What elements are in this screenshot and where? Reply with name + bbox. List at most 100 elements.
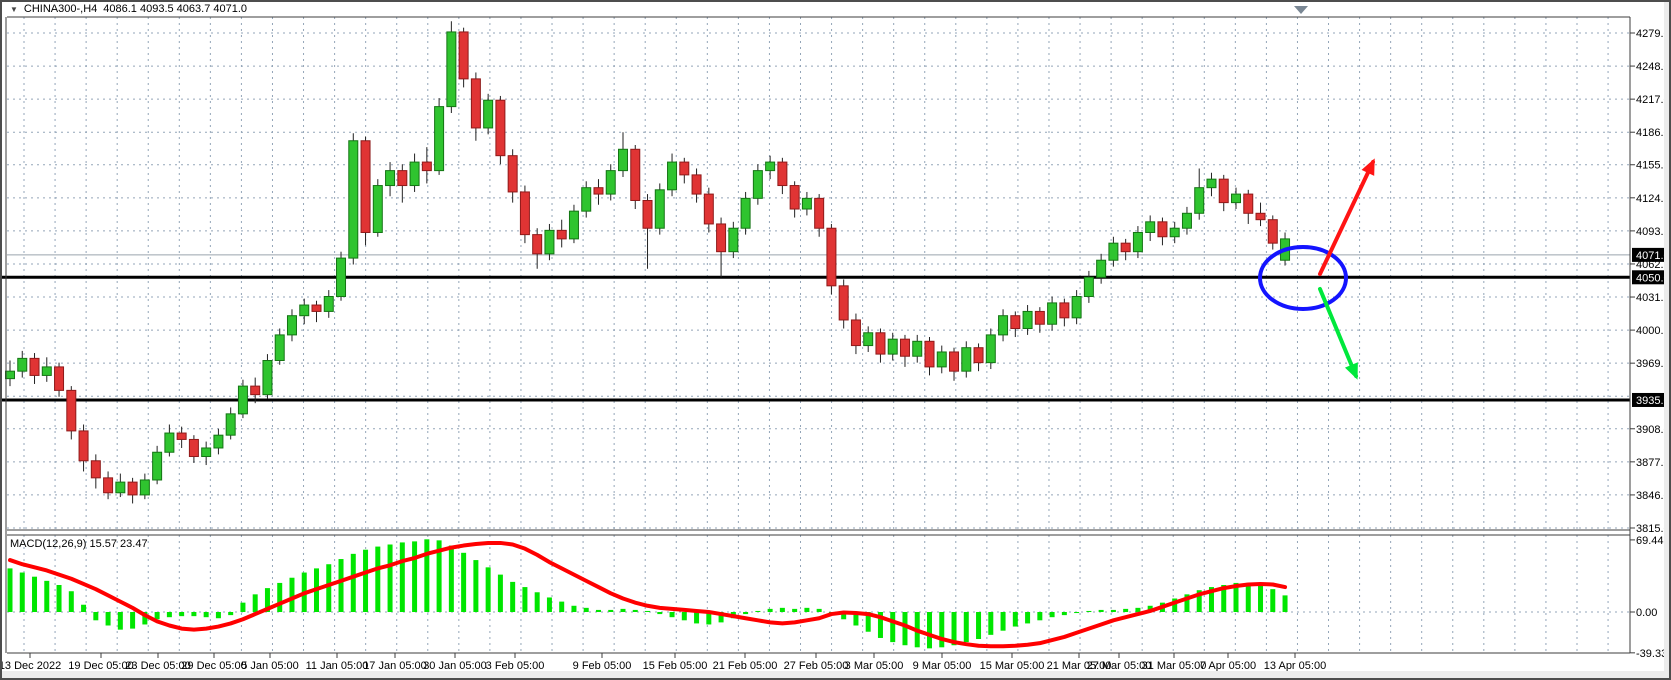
- macd-histogram-bar: [1110, 609, 1116, 612]
- price-axis-label: 3969.5: [1636, 358, 1670, 370]
- bear-candle: [826, 227, 837, 287]
- bull-candle: [1206, 178, 1217, 189]
- bear-candle: [1255, 212, 1266, 221]
- macd-histogram-bar: [1172, 598, 1178, 612]
- macd-histogram-bar: [1233, 582, 1239, 612]
- macd-histogram-bar: [743, 612, 749, 615]
- macd-histogram-bar: [804, 607, 810, 612]
- macd-histogram-bar: [1074, 612, 1080, 614]
- macd-histogram-bar: [546, 597, 552, 612]
- bull-candle: [1071, 295, 1082, 319]
- bear-candle: [66, 389, 77, 432]
- macd-histogram-bar: [215, 612, 221, 619]
- macd-histogram-bar: [951, 612, 957, 646]
- price-axis-label: 3815.0: [1636, 523, 1670, 535]
- bear-candle: [899, 338, 910, 357]
- bull-candle: [299, 304, 310, 317]
- annotation-arrow-up[interactable]: [1318, 160, 1375, 276]
- panel-borders: [5, 16, 1631, 654]
- macd-histogram-bar: [816, 608, 822, 612]
- macd-histogram-bar: [792, 608, 798, 612]
- bear-candle: [470, 78, 481, 129]
- bull-candle: [213, 434, 224, 449]
- bull-candle: [1231, 193, 1241, 204]
- macd-histogram-bar: [424, 539, 430, 612]
- macd-histogram-bar: [632, 609, 638, 612]
- bull-candle: [201, 447, 212, 458]
- annotation-arrow-down[interactable]: [1318, 287, 1358, 378]
- macd-histogram-bar: [779, 607, 785, 612]
- time-axis-label: 7 Apr 05:00: [1200, 660, 1256, 672]
- macd-histogram-bar: [461, 552, 467, 612]
- macd-histogram-bar: [865, 612, 871, 632]
- bear-candle: [1157, 221, 1168, 238]
- macd-histogram-bar: [191, 612, 197, 617]
- macd-histogram-bar: [1282, 595, 1288, 612]
- macd-histogram-bar: [694, 612, 700, 624]
- macd-histogram-bar: [7, 568, 13, 612]
- macd-histogram-bar: [988, 612, 994, 635]
- macd-histogram-bar: [559, 601, 565, 612]
- macd-histogram-bar: [32, 576, 38, 612]
- bear-candle: [1059, 302, 1070, 319]
- price-axis-label: 4248.0: [1636, 61, 1670, 73]
- symbol-ohlc-values: 4086.1 4093.5 4063.7 4071.0: [103, 3, 248, 15]
- price-axis-label: 4155.5: [1636, 160, 1670, 172]
- bull-candle: [17, 357, 28, 372]
- bull-candle: [372, 185, 383, 233]
- macd-histogram-bar: [1208, 587, 1214, 612]
- macd-histogram-bar: [1012, 612, 1018, 627]
- price-axis-label: 4031.5: [1636, 292, 1670, 304]
- bull-candle: [961, 347, 972, 372]
- time-axis-label: 30 Jan 05:00: [423, 660, 487, 672]
- annotation-ellipse[interactable]: [1258, 245, 1348, 311]
- macd-histogram-bar: [1000, 612, 1006, 631]
- bull-candle: [446, 31, 457, 108]
- bear-candle: [875, 332, 886, 355]
- bear-candle: [360, 140, 371, 233]
- macd-axis-label: 0.00: [1636, 607, 1657, 619]
- macd-histogram-bar: [718, 612, 724, 623]
- macd-histogram-bar: [81, 604, 87, 612]
- bull-candle: [139, 479, 150, 496]
- bull-candle: [667, 161, 678, 191]
- bull-candle: [1108, 242, 1119, 261]
- bear-candle: [1010, 315, 1021, 329]
- resistance-price-tag-bg: [1632, 270, 1669, 285]
- macd-histogram-bar: [203, 612, 209, 618]
- bear-candle: [495, 99, 506, 157]
- bear-candle: [78, 430, 89, 462]
- symbol-dropdown-icon[interactable]: ▼: [10, 4, 18, 14]
- price-axis: 4279.0 4248.0 4217.0 4186.0 4155.5 4124.5 4093…: [1630, 28, 1670, 535]
- time-axis-label: 27 Feb 05:00: [784, 660, 849, 672]
- macd-histogram-bar: [902, 612, 908, 646]
- chart-shift-marker-icon[interactable]: [1294, 6, 1308, 14]
- bear-candle: [1120, 242, 1131, 253]
- bull-candle: [1181, 212, 1192, 229]
- bear-candle: [1243, 193, 1254, 214]
- time-axis-label: 31 Mar 05:00: [1142, 660, 1207, 672]
- time-axis-label: 19 Dec 05:00: [68, 660, 133, 672]
- macd-histogram-bar: [1037, 612, 1043, 621]
- time-axis-label: 13 Apr 05:00: [1264, 660, 1326, 672]
- time-axis-label: 27 Mar 05:00: [1087, 660, 1152, 672]
- bull-candle: [1194, 187, 1205, 214]
- macd-histogram-bar: [19, 572, 25, 612]
- macd-histogram-bar: [105, 612, 111, 626]
- macd-histogram-bar: [522, 587, 528, 612]
- bull-candle: [936, 351, 947, 368]
- macd-histogram-bar: [939, 612, 945, 648]
- macd-histogram-bar: [1098, 609, 1104, 612]
- macd-histogram-bar: [228, 612, 234, 616]
- macd-histogram-bar: [240, 602, 246, 612]
- macd-histogram-bar: [657, 612, 663, 615]
- level-lines-layer: [2, 275, 1630, 402]
- time-axis-label: 23 Dec 05:00: [125, 660, 190, 672]
- window-right-edge: [1664, 2, 1669, 678]
- macd-histogram-bar: [117, 612, 123, 630]
- macd-histogram-bar: [350, 553, 356, 612]
- bear-candle: [691, 174, 702, 195]
- bull-candle: [544, 229, 555, 255]
